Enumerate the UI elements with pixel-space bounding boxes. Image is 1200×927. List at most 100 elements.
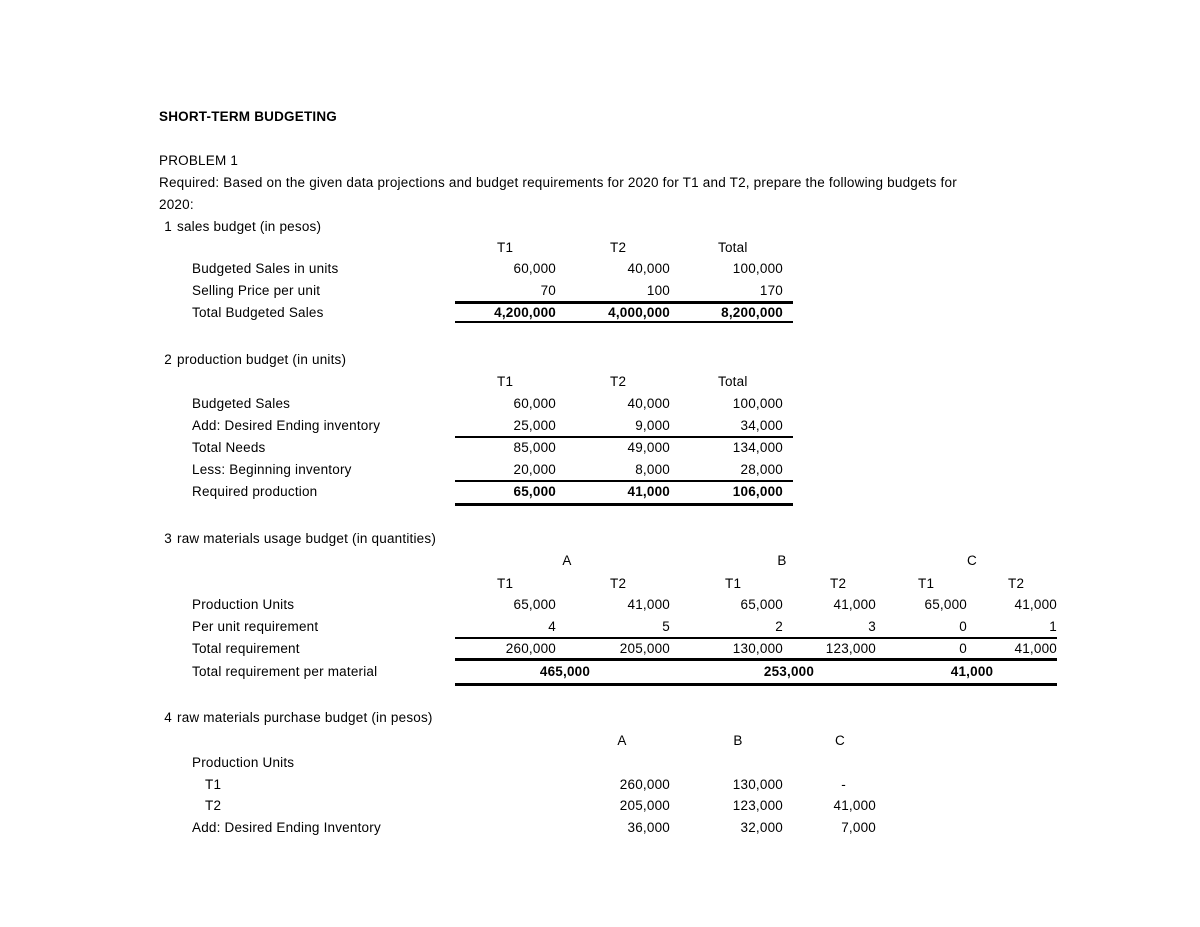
cell-value: 41,000	[1014, 597, 1057, 612]
cell-value: 123,000	[732, 798, 783, 813]
cell-value: 465,000	[539, 664, 591, 679]
cell-value: 65,000	[513, 597, 556, 612]
cell-value: 123,000	[825, 641, 876, 656]
cell-value: 40,000	[627, 261, 670, 276]
row-label: Total Budgeted Sales	[192, 305, 324, 320]
row-label: Per unit requirement	[192, 619, 319, 634]
row-label: Production Units	[192, 597, 295, 612]
row-label: T2	[205, 798, 222, 813]
material-header: B	[733, 733, 743, 748]
row-label: Add: Desired Ending inventory	[192, 418, 381, 433]
cell-value: 65,000	[924, 597, 967, 612]
row-label: T1	[205, 777, 222, 792]
section-number: 3	[164, 531, 172, 546]
cell-value: 100,000	[732, 261, 783, 276]
cell-value: 41,000	[833, 798, 876, 813]
cell-value: 20,000	[513, 462, 556, 477]
column-header: T2	[830, 576, 847, 591]
section-number: 2	[164, 352, 172, 367]
cell-value: 8,200,000	[721, 305, 783, 320]
row-label: Required production	[192, 484, 318, 499]
row-label: Less: Beginning inventory	[192, 462, 352, 477]
cell-value: 205,000	[619, 798, 670, 813]
cell-value: 100	[646, 283, 670, 298]
column-header: Total	[718, 374, 748, 389]
section-title: sales budget (in pesos)	[177, 219, 322, 234]
row-label: Budgeted Sales	[192, 396, 291, 411]
column-header: T1	[725, 576, 742, 591]
cell-value: 60,000	[513, 261, 556, 276]
required-text-cont: 2020:	[159, 197, 194, 212]
row-label: Total requirement	[192, 641, 300, 656]
cell-value: 32,000	[740, 820, 783, 835]
row-label: Production Units	[192, 755, 295, 770]
cell-value: 170	[759, 283, 783, 298]
column-header: Total	[718, 240, 748, 255]
cell-value: 8,000	[635, 462, 670, 477]
cell-value: 4,200,000	[494, 305, 556, 320]
cell-value: 5	[662, 619, 670, 634]
column-header: T2	[610, 240, 627, 255]
cell-value: 260,000	[619, 777, 670, 792]
cell-value: 106,000	[732, 484, 783, 499]
section-title: production budget (in units)	[177, 352, 347, 367]
section-title: raw materials usage budget (in quantitie…	[177, 531, 437, 546]
rule-line	[455, 637, 1057, 639]
row-label: Add: Desired Ending Inventory	[192, 820, 381, 835]
cell-value: 253,000	[763, 664, 815, 679]
material-header: A	[562, 553, 572, 568]
material-header: B	[777, 553, 787, 568]
rule-line	[455, 480, 793, 482]
cell-value: 49,000	[627, 440, 670, 455]
section-number: 1	[164, 219, 172, 234]
rule-line	[455, 436, 793, 438]
rule-line	[455, 321, 793, 323]
cell-value: 41,000	[833, 597, 876, 612]
cell-value: 7,000	[841, 820, 876, 835]
cell-value: 60,000	[513, 396, 556, 411]
document-title: SHORT-TERM BUDGETING	[159, 109, 337, 124]
cell-value: 41,000	[627, 484, 670, 499]
rule-line	[455, 658, 1057, 661]
rule-line	[455, 683, 1057, 686]
rule-line	[455, 301, 793, 304]
column-header: T1	[918, 576, 935, 591]
cell-value: 2	[775, 619, 783, 634]
cell-value: 40,000	[627, 396, 670, 411]
column-header: T1	[497, 576, 514, 591]
cell-value: 65,000	[513, 484, 556, 499]
cell-value: 41,000	[950, 664, 994, 679]
cell-value: 36,000	[627, 820, 670, 835]
rule-line	[455, 503, 793, 506]
material-header: C	[835, 733, 845, 748]
cell-value: 4,000,000	[608, 305, 670, 320]
material-header: C	[967, 553, 977, 568]
cell-value: 130,000	[732, 777, 783, 792]
cell-value: 85,000	[513, 440, 556, 455]
cell-value: 0	[959, 619, 967, 634]
cell-value: 9,000	[635, 418, 670, 433]
section-number: 4	[164, 710, 172, 725]
column-header: T1	[497, 374, 514, 389]
section-title: raw materials purchase budget (in pesos)	[177, 710, 433, 725]
cell-value: 130,000	[732, 641, 783, 656]
row-label: Selling Price per unit	[192, 283, 321, 298]
column-header: T2	[610, 374, 627, 389]
row-label: Total requirement per material	[192, 664, 378, 679]
cell-value: 4	[548, 619, 556, 634]
cell-value: -	[841, 777, 846, 792]
column-header: T2	[610, 576, 627, 591]
column-header: T2	[1008, 576, 1025, 591]
cell-value: 0	[959, 641, 967, 656]
cell-value: 41,000	[1014, 641, 1057, 656]
cell-value: 25,000	[513, 418, 556, 433]
cell-value: 3	[868, 619, 876, 634]
row-label: Budgeted Sales in units	[192, 261, 339, 276]
cell-value: 205,000	[619, 641, 670, 656]
cell-value: 100,000	[732, 396, 783, 411]
cell-value: 134,000	[732, 440, 783, 455]
required-text: Required: Based on the given data projec…	[159, 175, 957, 190]
cell-value: 28,000	[740, 462, 783, 477]
cell-value: 34,000	[740, 418, 783, 433]
material-header: A	[617, 733, 627, 748]
